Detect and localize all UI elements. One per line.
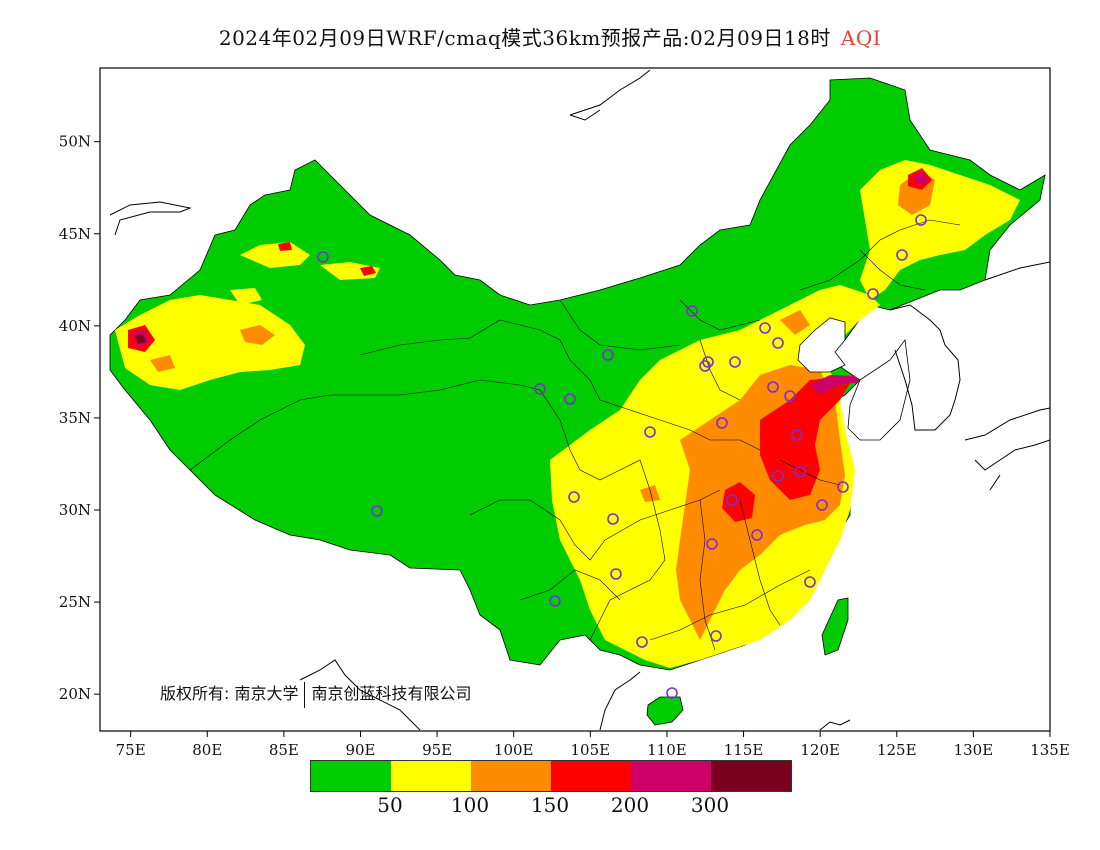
station-marker xyxy=(549,595,561,607)
lat-tick-label: 50N xyxy=(59,133,91,151)
lon-tick-label: 100E xyxy=(494,741,534,759)
legend-label: 50 xyxy=(377,793,403,817)
lat-tick-label: 35N xyxy=(59,409,91,427)
station-marker xyxy=(644,426,656,438)
map-frame xyxy=(99,67,1051,732)
lat-tick-label: 40N xyxy=(59,317,91,335)
lon-tick-label: 120E xyxy=(800,741,840,759)
lon-tick-label: 130E xyxy=(954,741,994,759)
station-marker xyxy=(317,251,329,263)
lon-tick-label: 80E xyxy=(192,741,222,759)
lon-tick-label: 85E xyxy=(269,741,299,759)
station-marker xyxy=(666,687,678,699)
copyright-separator xyxy=(304,681,306,708)
lon-tick-label: 105E xyxy=(571,741,611,759)
copyright-left: 版权所有: 南京大学 xyxy=(160,684,299,703)
legend-label: 150 xyxy=(530,793,570,817)
coastlines xyxy=(109,69,1050,731)
legend-label: 300 xyxy=(690,793,730,817)
station-marker xyxy=(706,538,718,550)
station-marker xyxy=(837,481,849,493)
title-variable: AQI xyxy=(840,26,882,50)
station-marker xyxy=(716,417,728,429)
station-marker xyxy=(602,349,614,361)
station-marker xyxy=(816,499,828,511)
station-marker xyxy=(610,568,622,580)
aqi-zone-max xyxy=(135,334,146,344)
station-marker xyxy=(794,466,806,478)
legend-swatch xyxy=(631,761,711,791)
aqi-zone-300 xyxy=(132,172,928,395)
station-marker xyxy=(371,505,383,517)
station-marker xyxy=(726,494,738,506)
station-markers xyxy=(317,214,927,699)
station-marker xyxy=(568,491,580,503)
station-marker xyxy=(534,383,546,395)
station-marker xyxy=(564,393,576,405)
lon-tick-label: 95E xyxy=(422,741,452,759)
lon-tick-label: 125E xyxy=(877,741,917,759)
station-marker xyxy=(607,513,619,525)
map-canvas xyxy=(109,69,1050,731)
lon-tick-label: 115E xyxy=(724,741,764,759)
station-marker xyxy=(710,630,722,642)
lat-tick-label: 25N xyxy=(59,593,91,611)
legend-swatch xyxy=(551,761,631,791)
station-marker xyxy=(702,356,714,368)
lat-tick-label: 30N xyxy=(59,501,91,519)
lon-tick-label: 75E xyxy=(116,741,146,759)
lat-tick-label: 20N xyxy=(59,685,91,703)
taiwan-island xyxy=(821,597,849,656)
map-axes: 50N 45N 40N 35N 30N 25N 20N 75E 80E 85E 90E 95E 100E… xyxy=(59,133,1070,759)
station-marker xyxy=(915,214,927,226)
station-marker xyxy=(636,636,648,648)
map-title: 2024年02月09日WRF/cmaq模式36km预报产品:02月09日18时 A… xyxy=(0,22,1100,51)
legend-swatch xyxy=(391,761,471,791)
station-marker xyxy=(767,381,779,393)
legend-label: 200 xyxy=(610,793,650,817)
station-marker xyxy=(772,470,784,482)
lon-tick-label: 90E xyxy=(345,741,375,759)
title-main: 2024年02月09日WRF/cmaq模式36km预报产品:02月09日18时 xyxy=(218,26,831,50)
province-borders xyxy=(189,219,961,651)
color-legend xyxy=(310,760,792,792)
legend-swatch xyxy=(471,761,551,791)
lat-tick-label: 45N xyxy=(59,225,91,243)
yellow-sea xyxy=(847,338,911,441)
copyright-notice: 版权所有: 南京大学 南京创蓝科技有限公司 xyxy=(160,680,472,708)
station-marker xyxy=(729,356,741,368)
hainan-island xyxy=(646,696,684,726)
legend-label: 100 xyxy=(450,793,490,817)
station-marker xyxy=(804,576,816,588)
station-marker xyxy=(759,322,771,334)
station-marker xyxy=(751,529,763,541)
legend-swatch xyxy=(711,761,791,791)
station-marker xyxy=(772,337,784,349)
legend-swatch xyxy=(311,761,391,791)
lon-tick-label: 135E xyxy=(1030,741,1070,759)
lon-tick-label: 110E xyxy=(647,741,687,759)
bohai-sea xyxy=(797,317,846,373)
station-marker xyxy=(867,288,879,300)
station-marker xyxy=(784,390,796,402)
station-marker xyxy=(686,305,698,317)
station-marker xyxy=(791,429,803,441)
copyright-right: 南京创蓝科技有限公司 xyxy=(311,684,472,703)
station-marker xyxy=(896,249,908,261)
